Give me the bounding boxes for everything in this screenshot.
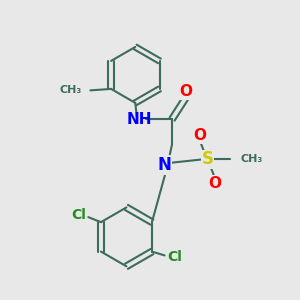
Text: O: O xyxy=(194,128,207,143)
Text: NH: NH xyxy=(127,112,152,127)
Text: O: O xyxy=(179,85,192,100)
Text: Cl: Cl xyxy=(71,208,86,222)
Text: S: S xyxy=(201,150,213,168)
Text: Cl: Cl xyxy=(167,250,182,265)
Text: CH₃: CH₃ xyxy=(241,154,263,164)
Text: N: N xyxy=(158,156,172,174)
Text: O: O xyxy=(208,176,221,191)
Text: CH₃: CH₃ xyxy=(59,85,82,95)
